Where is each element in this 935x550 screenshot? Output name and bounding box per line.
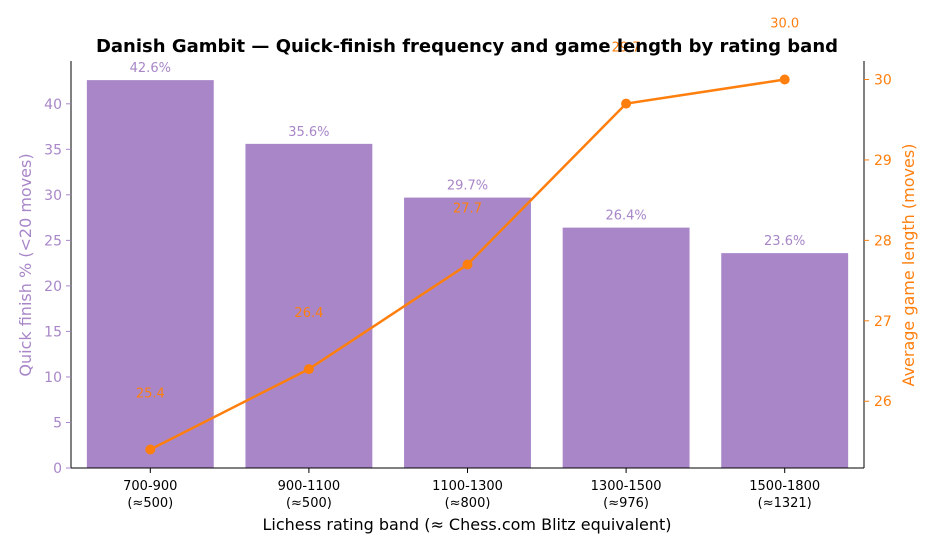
x-tick-label: 1100-1300 — [432, 479, 503, 494]
y2-tick-label: 27 — [874, 314, 892, 330]
y-axis-label: Quick finish % (<20 moves) — [16, 153, 35, 376]
line-point-1300-1500 — [621, 98, 632, 109]
bar-1500-1800 — [721, 253, 849, 468]
bars-layer — [86, 80, 849, 469]
x-axis-label: Lichess rating band (≈ Chess.com Blitz e… — [262, 515, 671, 534]
y-tick-label: 30 — [44, 188, 62, 204]
bar-value-label: 23.6% — [764, 234, 805, 249]
y2-axis-label: Average game length (moves) — [899, 144, 918, 387]
y2-tick-label: 26 — [874, 394, 892, 410]
line-value-label: 26.4 — [294, 306, 323, 321]
y-tick-label: 40 — [44, 97, 62, 113]
y-tick-label: 20 — [44, 279, 62, 295]
x-tick-label: 1300-1500 — [591, 479, 662, 494]
y2-tick-label: 30 — [874, 73, 892, 89]
line-value-label: 29.7 — [612, 41, 641, 56]
line-point-1500-1800 — [779, 74, 790, 85]
line-value-label: 27.7 — [453, 202, 482, 217]
y-tick-label: 15 — [44, 324, 62, 340]
x-tick-sublabel: (≈976) — [603, 496, 649, 511]
bar-1100-1300 — [404, 197, 531, 468]
y-tick-label: 35 — [44, 142, 62, 158]
x-tick-label: 700-900 — [123, 479, 177, 494]
line-point-1100-1300 — [462, 259, 473, 270]
line-point-900-1100 — [303, 364, 314, 375]
x-tick-sublabel: (≈800) — [445, 496, 491, 511]
bar-1300-1500 — [562, 227, 690, 468]
y-tick-label: 25 — [44, 233, 62, 249]
bar-value-label: 42.6% — [130, 61, 171, 76]
y-tick-label: 5 — [53, 415, 62, 431]
line-layer — [145, 74, 790, 455]
bar-value-label: 29.7% — [447, 179, 488, 194]
line-value-label: 25.4 — [136, 387, 165, 402]
y-tick-label: 10 — [44, 370, 62, 386]
bar-700-900 — [86, 80, 214, 469]
y2-tick-label: 29 — [874, 153, 892, 169]
chart-title: Danish Gambit — Quick-finish frequency a… — [96, 36, 838, 57]
y2-tick-label: 28 — [874, 233, 892, 249]
x-tick-label: 1500-1800 — [749, 479, 820, 494]
labels-layer: 42.6% 35.6% 29.7% 26.4% 23.6% 25.4 26.4 27.7 29.… — [130, 17, 806, 402]
x-tick-sublabel: (≈1321) — [758, 496, 812, 511]
bar-value-label: 35.6% — [288, 125, 329, 140]
axes-layer: 0 5 10 15 20 25 30 35 40 26 27 28 29 30 700-900 (≈500) 9… — [44, 61, 892, 511]
bar-value-label: 26.4% — [605, 209, 646, 224]
x-tick-label: 900-1100 — [278, 479, 341, 494]
bar-900-1100 — [245, 143, 373, 469]
x-tick-sublabel: (≈500) — [127, 496, 173, 511]
line-point-700-900 — [145, 444, 156, 455]
line-value-label: 30.0 — [770, 17, 799, 32]
y-tick-label: 0 — [53, 461, 62, 477]
x-tick-sublabel: (≈500) — [286, 496, 332, 511]
